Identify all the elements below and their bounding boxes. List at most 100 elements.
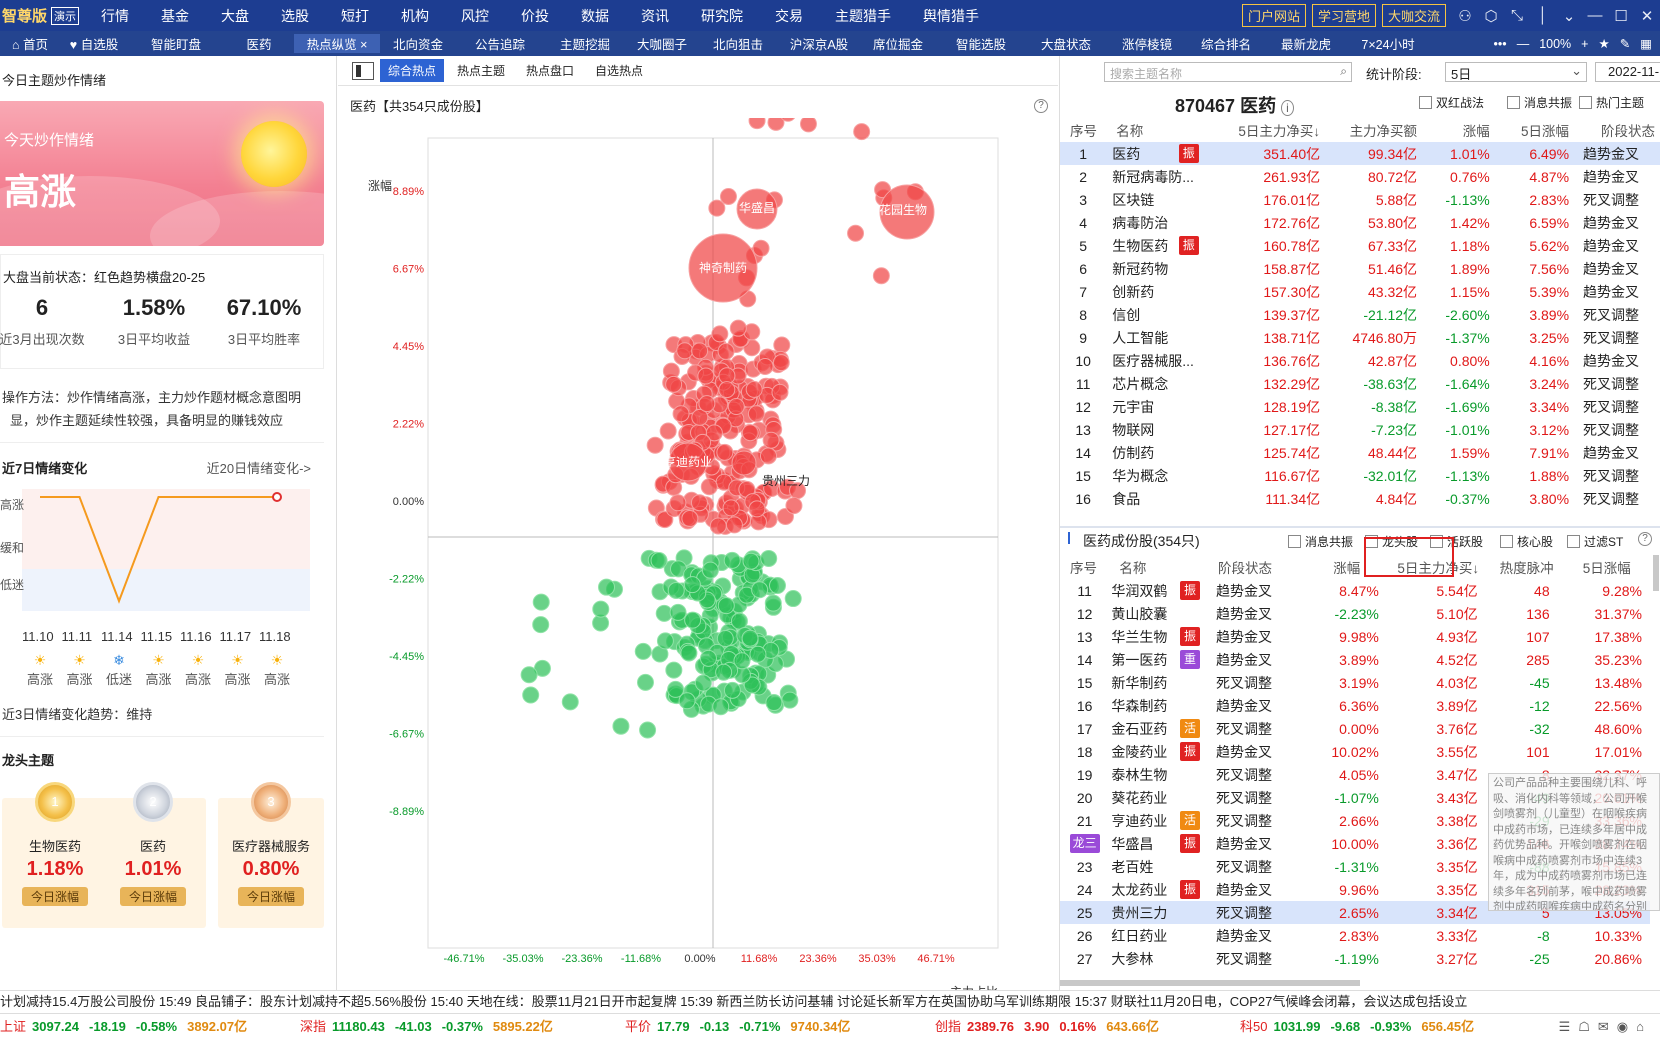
table-row[interactable]: 7 创新药 157.30亿 43.32亿 1.15% 5.39% 趋势金叉 bbox=[1060, 280, 1660, 303]
stock-row[interactable]: 27 大参林 死叉调整 -1.19% 3.27亿 -25 20.86% bbox=[1060, 947, 1650, 970]
sidebar-toggle-icon[interactable] bbox=[352, 61, 374, 80]
rising-stock-bubble[interactable] bbox=[785, 497, 803, 515]
falling-stock-bubble[interactable] bbox=[634, 642, 652, 660]
sub-check-core[interactable]: 核心股 bbox=[1500, 533, 1553, 550]
help-icon[interactable]: ? bbox=[1034, 99, 1048, 113]
star-icon[interactable]: ★ bbox=[1598, 37, 1610, 51]
rising-stock-bubble[interactable] bbox=[748, 118, 766, 130]
rising-stock-bubble[interactable] bbox=[853, 123, 871, 141]
rising-stock-bubble[interactable] bbox=[752, 239, 770, 257]
falling-stock-bubble[interactable] bbox=[764, 594, 782, 612]
menu-item[interactable]: 价投 bbox=[521, 7, 550, 24]
falling-stock-bubble[interactable] bbox=[669, 603, 687, 621]
leader-card[interactable]: 2 医药 1.01% 今日涨幅 bbox=[100, 782, 206, 928]
rising-stock-bubble[interactable] bbox=[773, 336, 791, 354]
rising-stock-bubble[interactable] bbox=[665, 375, 683, 393]
rising-stock-bubble[interactable] bbox=[656, 511, 674, 529]
falling-stock-bubble[interactable] bbox=[532, 593, 550, 611]
rising-stock-bubble[interactable] bbox=[669, 494, 687, 512]
rising-stock-bubble[interactable] bbox=[709, 517, 727, 535]
table-row[interactable]: 8 信创 139.37亿 -21.12亿 -2.60% 3.89% 死叉调整 bbox=[1060, 303, 1660, 326]
falling-stock-bubble[interactable] bbox=[784, 590, 802, 608]
index-item[interactable]: 平价 17.79 -0.13 -0.71% 9740.34亿 bbox=[625, 1014, 850, 1040]
falling-stock-bubble[interactable] bbox=[701, 561, 719, 579]
table-row[interactable]: 10 医疗器械服... 136.76亿 42.87亿 0.80% 4.16% 趋势金叉 bbox=[1060, 349, 1660, 372]
falling-stock-bubble[interactable] bbox=[716, 630, 734, 648]
nav-tab[interactable]: 智能盯盘 bbox=[128, 34, 224, 53]
zoom-in-icon[interactable]: + bbox=[1581, 36, 1589, 51]
falling-stock-bubble[interactable] bbox=[636, 673, 654, 691]
check-hot-theme[interactable]: 热门主题 bbox=[1579, 94, 1644, 111]
nav-tab[interactable]: 最新龙虎 bbox=[1264, 34, 1348, 53]
menu-item[interactable]: 交易 bbox=[775, 7, 804, 24]
menu-item[interactable]: 资讯 bbox=[641, 7, 670, 24]
expert-link[interactable]: 大咖交流 bbox=[1381, 4, 1446, 27]
news-ticker[interactable]: 计划减持15.4万股公司股份 15:49 良品铺子：股东计划减持不超5.56%股… bbox=[0, 990, 1660, 1012]
date-picker[interactable]: 2022-11-18 bbox=[1595, 62, 1660, 82]
menu-item[interactable]: 大盘 bbox=[221, 7, 250, 24]
rising-stock-bubble[interactable] bbox=[772, 354, 790, 372]
rising-stock-bubble[interactable] bbox=[745, 380, 763, 398]
menu-item[interactable]: 行情 bbox=[101, 7, 130, 24]
column-header[interactable]: 涨幅 bbox=[1333, 561, 1361, 576]
table-row[interactable]: 3 区块链 176.01亿 5.88亿 -1.13% 2.83% 死叉调整 bbox=[1060, 188, 1660, 211]
nav-tab[interactable]: 北向资金 bbox=[380, 34, 456, 53]
tab-close-icon[interactable]: × bbox=[356, 38, 368, 52]
status-icons[interactable]: ☰☖✉◉⌂ bbox=[1558, 1019, 1652, 1034]
shrink-icon[interactable]: ⤡ bbox=[1510, 7, 1523, 24]
falling-stock-bubble[interactable] bbox=[532, 616, 550, 634]
falling-stock-bubble[interactable] bbox=[561, 693, 579, 711]
table-row[interactable]: 2 新冠病毒防... 261.93亿 80.72亿 0.76% 4.87% 趋势金叉 bbox=[1060, 165, 1660, 188]
stock-row[interactable]: 15 新华制药 死叉调整 3.19% 4.03亿 -45 13.48% bbox=[1060, 671, 1650, 694]
minimize-icon[interactable]: — bbox=[1587, 7, 1603, 24]
nav-tab[interactable]: 综合排名 bbox=[1188, 34, 1264, 53]
rising-stock-bubble[interactable] bbox=[756, 357, 774, 375]
stock-row[interactable]: 14 第一医药重趋势金叉 3.89% 4.52亿 285 35.23% bbox=[1060, 648, 1650, 671]
leader-card[interactable]: 3 医疗器械服务 0.80% 今日涨幅 bbox=[218, 782, 324, 928]
grid-icon[interactable]: ▦ bbox=[1640, 37, 1652, 51]
rising-stock-bubble[interactable] bbox=[759, 447, 777, 465]
menu-item[interactable]: 风控 bbox=[461, 7, 490, 24]
stock-row[interactable]: 11 华润双鹤振趋势金叉 8.47% 5.54亿 48 9.28% bbox=[1060, 579, 1650, 602]
tab-overall[interactable]: 综合热点 bbox=[380, 59, 445, 82]
period-select[interactable]: 5日 ⌄ bbox=[1445, 62, 1587, 82]
rising-stock-bubble[interactable] bbox=[716, 443, 734, 461]
column-header[interactable]: 5日涨幅 bbox=[1582, 561, 1631, 576]
column-header[interactable]: 阶段状态 bbox=[1601, 124, 1655, 139]
column-header[interactable]: 涨幅 bbox=[1462, 124, 1490, 139]
rising-stock-bubble[interactable] bbox=[672, 405, 690, 423]
rising-stock-bubble[interactable] bbox=[676, 342, 694, 360]
menu-item[interactable]: 机构 bbox=[401, 7, 430, 24]
table-row[interactable]: 11 芯片概念 132.29亿 -38.63亿 -1.64% 3.24% 死叉调整 bbox=[1060, 372, 1660, 395]
leader-card[interactable]: 1 生物医药 1.18% 今日涨幅 bbox=[2, 782, 108, 928]
portal-link[interactable]: 门户网站 bbox=[1241, 4, 1306, 27]
info-icon[interactable]: i bbox=[1281, 100, 1294, 116]
check-news[interactable]: 消息共振 bbox=[1507, 94, 1572, 111]
falling-stock-bubble[interactable] bbox=[723, 681, 741, 699]
falling-stock-bubble[interactable] bbox=[733, 652, 751, 670]
rising-stock-bubble[interactable] bbox=[748, 500, 766, 518]
nav-tab[interactable]: 大咖圈子 bbox=[626, 34, 698, 53]
nav-tab[interactable]: ♥ 自选股 bbox=[60, 34, 128, 53]
nav-tab[interactable]: 主题挖掘 bbox=[544, 34, 626, 53]
falling-stock-bubble[interactable] bbox=[730, 612, 748, 630]
rising-stock-bubble[interactable] bbox=[736, 188, 778, 230]
rising-stock-bubble[interactable] bbox=[799, 118, 817, 133]
table-row[interactable]: 15 华为概念 116.67亿 -32.01亿 -1.13% 1.88% 死叉调整 bbox=[1060, 464, 1660, 487]
learning-link[interactable]: 学习营地 bbox=[1311, 4, 1376, 27]
falling-stock-bubble[interactable] bbox=[765, 694, 783, 712]
table-row[interactable]: 13 物联网 127.17亿 -7.23亿 -1.01% 3.12% 死叉调整 bbox=[1060, 418, 1660, 441]
column-header[interactable]: 序号 bbox=[1070, 124, 1097, 139]
tab-theme[interactable]: 热点主题 bbox=[457, 64, 506, 78]
rising-stock-bubble[interactable] bbox=[688, 233, 758, 303]
rising-stock-bubble[interactable] bbox=[719, 187, 737, 205]
nav-tab[interactable]: ⌂ 首页 bbox=[0, 34, 60, 53]
table-row[interactable]: 14 仿制药 125.74亿 48.44亿 1.59% 7.91% 趋势金叉 bbox=[1060, 441, 1660, 464]
index-item[interactable]: 科50 1031.99 -9.68 -0.93% 656.45亿 bbox=[1240, 1014, 1474, 1040]
menu-item[interactable]: 研究院 bbox=[701, 7, 744, 24]
rising-stock-bubble[interactable] bbox=[697, 367, 715, 385]
falling-stock-bubble[interactable] bbox=[723, 551, 741, 569]
falling-stock-bubble[interactable] bbox=[781, 691, 799, 709]
maximize-icon[interactable]: ☐ bbox=[1614, 7, 1628, 25]
rising-stock-bubble[interactable] bbox=[698, 395, 716, 413]
